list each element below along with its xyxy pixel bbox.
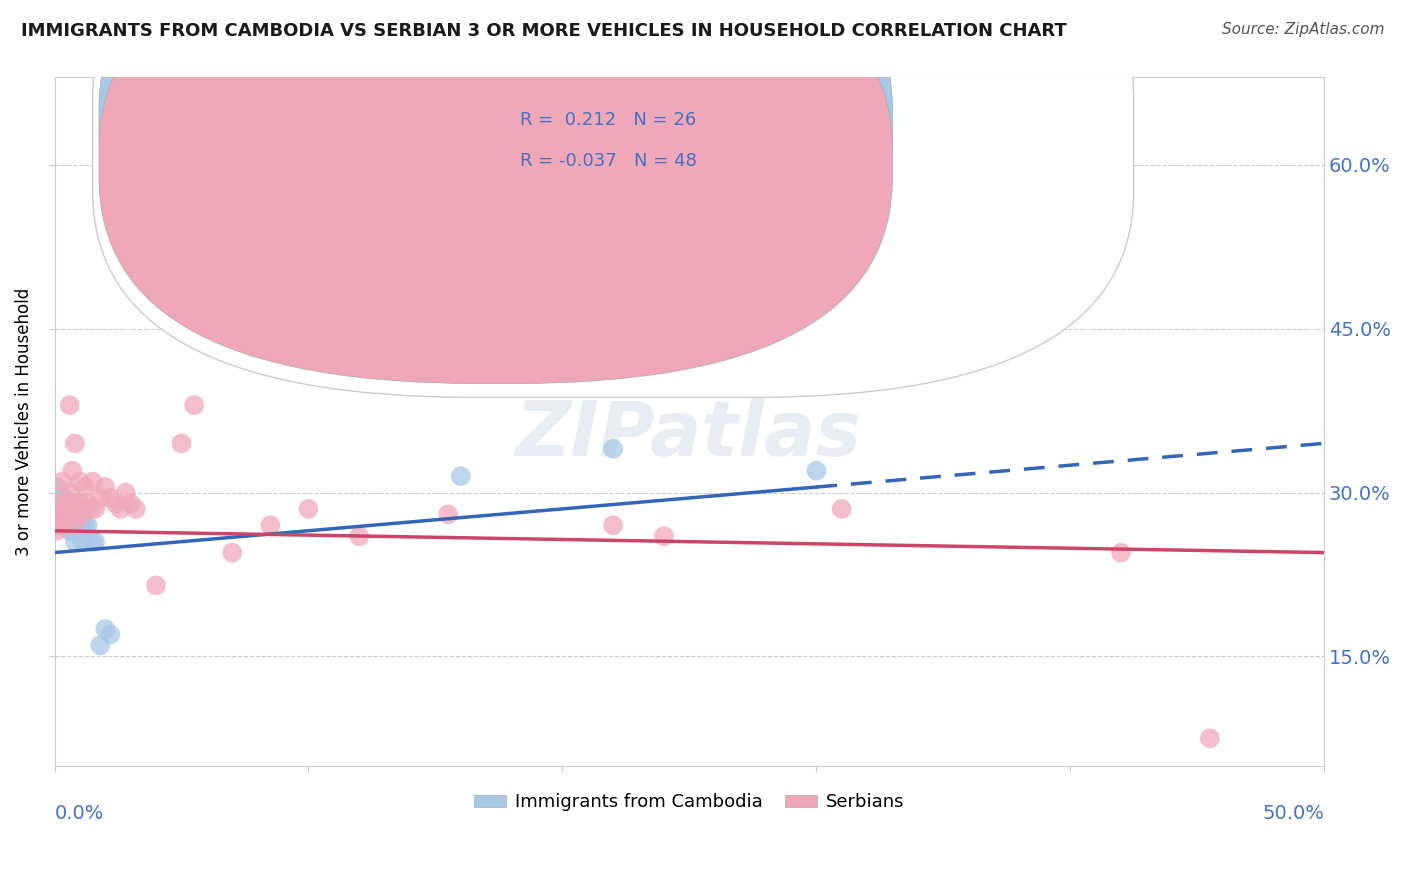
- Text: ZIPatlas: ZIPatlas: [516, 399, 862, 472]
- Point: [652, 529, 675, 543]
- Point: [56, 496, 79, 510]
- Point: [51, 491, 73, 505]
- Legend: Immigrants from Cambodia, Serbians: Immigrants from Cambodia, Serbians: [467, 786, 912, 819]
- Point: [56, 508, 79, 522]
- Point: [120, 496, 142, 510]
- Text: R = -0.037   N = 48: R = -0.037 N = 48: [520, 153, 697, 170]
- Point: [79, 502, 101, 516]
- Point: [56, 513, 79, 527]
- Point: [60, 496, 83, 510]
- Point: [76, 496, 98, 510]
- Point: [82, 475, 104, 489]
- Point: [63, 518, 86, 533]
- Point: [66, 496, 89, 510]
- Point: [69, 475, 91, 489]
- Point: [51, 513, 73, 527]
- Point: [110, 502, 132, 516]
- Point: [114, 485, 136, 500]
- Point: [59, 398, 82, 412]
- Point: [59, 513, 82, 527]
- Point: [259, 518, 281, 533]
- Point: [53, 518, 76, 533]
- Point: [831, 502, 853, 516]
- Text: 50.0%: 50.0%: [1263, 805, 1324, 823]
- Point: [66, 502, 89, 516]
- Point: [82, 534, 104, 549]
- Point: [450, 469, 472, 483]
- Point: [48, 518, 70, 533]
- FancyBboxPatch shape: [98, 0, 893, 384]
- Point: [63, 518, 86, 533]
- Point: [66, 524, 89, 538]
- Point: [60, 524, 83, 538]
- Point: [806, 464, 828, 478]
- Text: 0.0%: 0.0%: [55, 805, 104, 823]
- Point: [63, 534, 86, 549]
- Point: [89, 491, 111, 505]
- Point: [51, 513, 73, 527]
- Point: [69, 496, 91, 510]
- Point: [46, 480, 69, 494]
- Point: [48, 502, 70, 516]
- Point: [125, 502, 148, 516]
- Point: [53, 491, 76, 505]
- Point: [104, 496, 127, 510]
- Point: [1199, 731, 1222, 746]
- Point: [72, 508, 94, 522]
- Point: [69, 518, 91, 533]
- Point: [51, 475, 73, 489]
- Point: [145, 578, 167, 592]
- Point: [63, 436, 86, 450]
- Point: [602, 442, 624, 456]
- FancyBboxPatch shape: [93, 0, 1133, 398]
- Point: [94, 480, 117, 494]
- Point: [100, 491, 122, 505]
- Text: IMMIGRANTS FROM CAMBODIA VS SERBIAN 3 OR MORE VEHICLES IN HOUSEHOLD CORRELATION : IMMIGRANTS FROM CAMBODIA VS SERBIAN 3 OR…: [21, 22, 1067, 40]
- Point: [170, 436, 193, 450]
- Point: [59, 485, 82, 500]
- Point: [297, 502, 319, 516]
- Point: [53, 518, 76, 533]
- Point: [84, 502, 107, 516]
- Point: [221, 545, 243, 559]
- Point: [73, 518, 96, 533]
- Point: [56, 496, 79, 510]
- Y-axis label: 3 or more Vehicles in Household: 3 or more Vehicles in Household: [15, 287, 32, 556]
- Point: [46, 502, 69, 516]
- Point: [46, 524, 69, 538]
- Point: [84, 534, 107, 549]
- Text: R =  0.212   N = 26: R = 0.212 N = 26: [520, 112, 697, 129]
- Point: [1109, 545, 1132, 559]
- Point: [60, 464, 83, 478]
- Point: [73, 480, 96, 494]
- Point: [100, 627, 122, 641]
- Point: [53, 508, 76, 522]
- Point: [602, 518, 624, 533]
- Point: [437, 508, 460, 522]
- Point: [94, 622, 117, 636]
- Point: [349, 529, 371, 543]
- Point: [76, 518, 98, 533]
- Point: [72, 534, 94, 549]
- Text: Source: ZipAtlas.com: Source: ZipAtlas.com: [1222, 22, 1385, 37]
- FancyBboxPatch shape: [98, 0, 893, 343]
- Point: [89, 639, 111, 653]
- Point: [183, 398, 205, 412]
- Point: [59, 524, 82, 538]
- Point: [463, 196, 485, 211]
- Point: [48, 496, 70, 510]
